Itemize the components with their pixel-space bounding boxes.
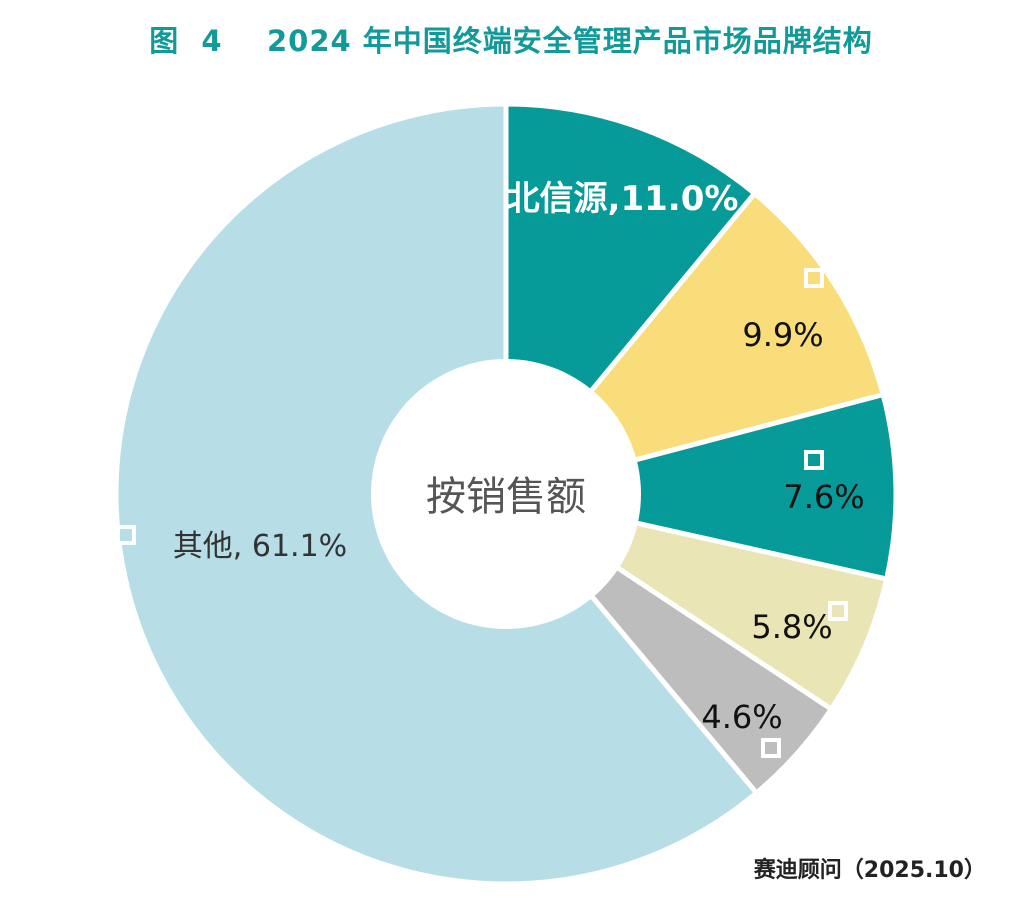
slice-marker-2 [804, 268, 824, 288]
slice-markers [116, 268, 848, 758]
slice-marker-3 [804, 450, 824, 470]
slice-label-3: 7.6% [783, 478, 864, 516]
slice-labels: 北信源,11.0% 9.9% 7.6% 5.8% 4.6% 其他, 61.1% [173, 179, 865, 736]
source-note: 赛迪顾问（2025.10） [753, 858, 986, 883]
chart-title: 图 4 2024 年中国终端安全管理产品市场品牌结构 [149, 24, 873, 58]
slice-3 [503, 392, 899, 582]
slice-label-5: 4.6% [701, 698, 782, 736]
donut-hole [371, 359, 641, 629]
slice-label-6: 其他, 61.1% [173, 529, 347, 564]
slice-marker-5 [761, 738, 781, 758]
center-label: 按销售额 [426, 474, 586, 520]
slice-marker-4 [828, 601, 848, 621]
slice-marker-6 [116, 525, 136, 545]
slice-label-1: 北信源,11.0% [506, 179, 739, 219]
slice-label-4: 5.8% [751, 608, 832, 646]
slice-label-2: 9.9% [742, 316, 823, 354]
